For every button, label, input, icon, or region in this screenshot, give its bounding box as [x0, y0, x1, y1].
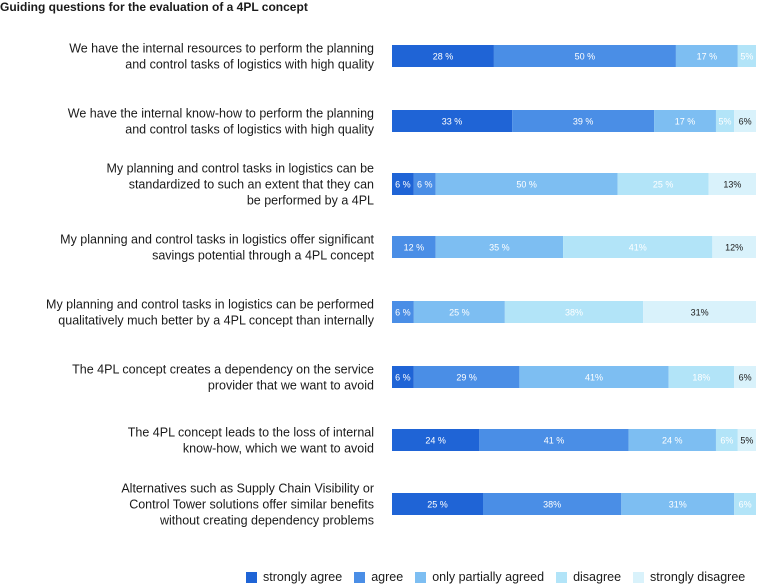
data-label: 6 % [395, 373, 411, 383]
legend-label: strongly agree [263, 570, 342, 584]
bar-row: 28 % 50 % 17 % 5% [392, 45, 756, 67]
data-label: 39 % [573, 117, 594, 127]
legend-item: strongly agree [246, 570, 342, 584]
data-label: 38% [565, 308, 583, 318]
category-label: and control tasks of logistics with high… [125, 58, 374, 72]
data-label: 13% [723, 180, 741, 190]
data-label: 18% [692, 373, 710, 383]
category-label: My planning and control tasks in logisti… [60, 233, 374, 247]
category-label: and control tasks of logistics with high… [125, 123, 374, 137]
bar-row: 24 % 41 % 24 % 6% 5% [392, 429, 756, 451]
bar-row: 6 % 6 % 50 % 25 % 13% [392, 173, 756, 195]
category-label: qualitatively much better by a 4PL conce… [58, 314, 374, 328]
category-label: The 4PL concept leads to the loss of int… [128, 426, 374, 440]
data-label: 24 % [662, 436, 683, 446]
legend-label: strongly disagree [650, 570, 745, 584]
data-label: 12 % [404, 243, 425, 253]
data-label: 6% [739, 373, 752, 383]
data-label: 6 % [417, 180, 433, 190]
data-label: 6% [739, 500, 752, 510]
category-label: standardized to such an extent that they… [129, 178, 374, 192]
legend-swatch [246, 572, 257, 583]
category-label: savings potential through a 4PL concept [152, 249, 374, 263]
data-label: 6 % [395, 308, 411, 318]
category-label: provider that we want to avoid [208, 379, 374, 393]
category-label: My planning and control tasks in logisti… [46, 298, 374, 312]
legend-item: only partially agreed [415, 570, 544, 584]
data-label: 38% [543, 500, 561, 510]
legend-swatch [556, 572, 567, 583]
legend: strongly agree agree only partially agreed… [246, 570, 745, 584]
bar-row: 33 % 39 % 17 % 5% 6% [392, 110, 756, 132]
data-label: 25 % [449, 308, 470, 318]
data-label: 6% [739, 117, 752, 127]
legend-label: only partially agreed [432, 570, 544, 584]
category-label: be performed by a 4PL [247, 194, 374, 208]
category-label: We have the internal know-how to perform… [68, 107, 374, 121]
legend-swatch [354, 572, 365, 583]
data-label: 33 % [442, 117, 463, 127]
data-label: 5% [719, 117, 732, 127]
category-label: without creating dependency problems [159, 514, 374, 528]
data-label: 41% [629, 243, 647, 253]
stacked-bar-chart: 28 % 50 % 17 % 5% 33 % 39 % 17 % 5% 6% 6 % 6 % 50 %… [0, 0, 760, 566]
legend-label: disagree [573, 570, 621, 584]
data-label: 5% [740, 436, 753, 446]
bar-row: 12 % 35 % 41% 12% [392, 236, 756, 258]
data-label: 5% [740, 52, 753, 62]
bars-layer: 28 % 50 % 17 % 5% 33 % 39 % 17 % 5% 6% 6 % 6 % 50 %… [392, 45, 756, 515]
data-label: 25 % [653, 180, 674, 190]
legend-swatch [633, 572, 644, 583]
data-label: 35 % [489, 243, 510, 253]
data-label: 41 % [544, 436, 565, 446]
data-label: 24 % [425, 436, 446, 446]
legend-item: strongly disagree [633, 570, 745, 584]
data-label: 25 % [427, 500, 448, 510]
legend-swatch [415, 572, 426, 583]
data-label: 31% [669, 500, 687, 510]
data-label: 6% [720, 436, 733, 446]
category-label: My planning and control tasks in logisti… [106, 162, 374, 176]
data-label: 41% [585, 373, 603, 383]
data-label: 17 % [675, 117, 696, 127]
category-label: The 4PL concept creates a dependency on … [72, 363, 374, 377]
category-label: We have the internal resources to perfor… [69, 42, 374, 56]
legend-item: disagree [556, 570, 621, 584]
data-label: 29 % [456, 373, 477, 383]
data-label: 31% [691, 308, 709, 318]
category-label: Control Tower solutions offer similar be… [129, 498, 374, 512]
data-label: 50 % [516, 180, 537, 190]
bar-row: 6 % 29 % 41% 18% 6% [392, 366, 756, 388]
data-label: 50 % [575, 52, 596, 62]
legend-item: agree [354, 570, 403, 584]
data-label: 28 % [433, 52, 454, 62]
question-labels: We have the internal resources to perfor… [46, 42, 375, 528]
category-label: Alternatives such as Supply Chain Visibi… [121, 482, 374, 496]
category-label: know-how, which we want to avoid [183, 442, 374, 456]
bar-row: 25 % 38% 31% 6% [392, 493, 756, 515]
bar-row: 6 % 25 % 38% 31% [392, 301, 756, 323]
legend-label: agree [371, 570, 403, 584]
data-label: 6 % [395, 180, 411, 190]
data-label: 17 % [697, 52, 718, 62]
data-label: 12% [725, 243, 743, 253]
